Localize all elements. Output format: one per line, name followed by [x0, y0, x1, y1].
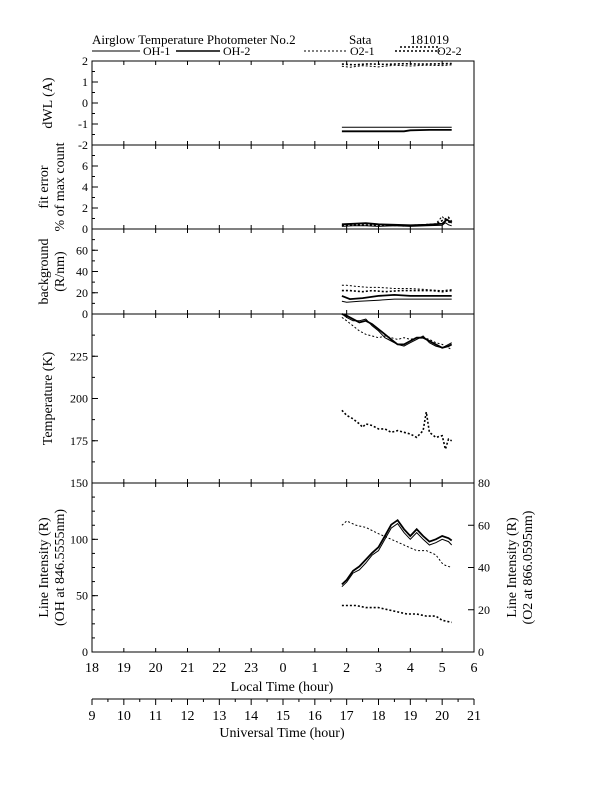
y-right-tick-label: 40	[478, 561, 490, 575]
panel-frame-line_intensity	[91, 482, 475, 653]
y-axis-label: Temperature (K)	[41, 351, 56, 445]
series-line-dwl-o2-2	[341, 62, 452, 66]
panel-frame-fit_error	[91, 144, 475, 230]
local-time-tick-label: 1	[311, 661, 318, 676]
local-time-tick-label: 4	[407, 661, 414, 676]
local-time-tick-label: 6	[471, 661, 478, 676]
legend-label-o2-2: O2-2	[437, 44, 462, 58]
series-line-temperature-oh-2	[341, 313, 453, 349]
chart-title: Airglow Temperature Photometer No.2	[92, 32, 296, 47]
ut-tick-label: 14	[244, 709, 258, 724]
y-tick-label: 40	[76, 265, 88, 279]
y-right-tick-label: 60	[478, 518, 490, 532]
series-line-dwl-oh-2	[341, 129, 452, 133]
panel-background: 60 40 20 0 background (R/nm)	[37, 228, 475, 321]
y-tick-label: 0	[82, 222, 88, 236]
legend-label-oh-2: OH-2	[223, 44, 250, 58]
y-tick-label: 1	[82, 75, 88, 89]
panel-temperature: 225 200 175 Temperature (K)	[41, 313, 475, 484]
series-line-line_intensity-o2-1	[341, 520, 452, 568]
series-line-fit_error-o2-2	[341, 216, 453, 227]
y-tick-label: 100	[70, 532, 88, 546]
y-tick-label: 150	[70, 476, 88, 490]
series-line-background-oh-1	[341, 298, 452, 303]
series-line-background-o2-2	[341, 289, 452, 293]
y-axis-label: (R/nm)	[53, 251, 68, 292]
y-axis-label: % of max count	[53, 142, 68, 231]
ut-tick-label: 12	[181, 709, 195, 724]
y-axis-label: dWL (A)	[41, 77, 56, 129]
universal-time-axis: 9 10 11 12 13 14 15 16 17 18 19 20 21	[89, 698, 481, 724]
y-tick-label: -2	[78, 138, 88, 152]
local-time-tick-label: 18	[85, 661, 99, 676]
ut-tick-label: 9	[89, 709, 96, 724]
y-tick-label: 20	[76, 286, 88, 300]
ut-tick-label: 10	[117, 709, 131, 724]
y-axis-label: (OH at 846.5555nm)	[53, 509, 68, 626]
local-time-label: Local Time (hour)	[231, 680, 334, 695]
series-line-line_intensity-oh-2	[341, 518, 453, 586]
ut-tick-label: 19	[403, 709, 417, 724]
panel-frame-background	[91, 228, 475, 315]
local-time-tick-label: 2	[343, 661, 350, 676]
y-tick-label: 200	[70, 392, 88, 406]
universal-time-label: Universal Time (hour)	[219, 726, 345, 741]
y-right-axis-label: Line Intensity (R)	[505, 517, 520, 618]
legend-label-oh-1: OH-1	[143, 44, 170, 58]
y-axis-label: background	[37, 238, 52, 304]
local-time-tick-label: 5	[439, 661, 446, 676]
local-time-tick-label: 22	[212, 661, 226, 676]
y-axis-label: Line Intensity (R)	[37, 517, 52, 618]
y-tick-label: 0	[82, 96, 88, 110]
series-line-line_intensity-oh-1	[341, 522, 453, 588]
y-tick-label: 60	[76, 243, 88, 257]
local-time-tick-label: 21	[181, 661, 195, 676]
local-time-axis: 18 19 20 21 22 23 0 1 2 3 4 5 6	[85, 661, 478, 676]
local-time-tick-label: 20	[149, 661, 163, 676]
ut-tick-label: 21	[467, 709, 481, 724]
legend: OH-1 OH-2 O2-1 O2-2	[92, 44, 462, 58]
series-line-background-oh-2	[341, 293, 452, 301]
local-time-tick-label: 3	[375, 661, 382, 676]
y-tick-label: 2	[82, 201, 88, 215]
panel-dwl: 2 1 0 -1 -2 dWL (A)	[41, 54, 475, 152]
ut-tick-label: 11	[149, 709, 162, 724]
local-time-tick-label: 19	[117, 661, 131, 676]
y-tick-label: 175	[70, 434, 88, 448]
y-tick-label: 225	[70, 349, 88, 363]
y-right-tick-label: 80	[478, 476, 490, 490]
ut-tick-label: 13	[212, 709, 226, 724]
date-label: 181019	[410, 32, 449, 47]
y-tick-label: 50	[76, 589, 88, 603]
panel-frame-dwl	[91, 60, 475, 146]
y-axis-label: fit error	[37, 165, 52, 208]
y-tick-label: 6	[82, 159, 88, 173]
ut-tick-label: 15	[276, 709, 290, 724]
series-line-temperature-o2-2	[341, 409, 453, 453]
local-time-tick-label: 0	[280, 661, 287, 676]
y-right-tick-label: 0	[478, 645, 484, 659]
ut-tick-label: 20	[435, 709, 449, 724]
y-tick-label: 2	[82, 54, 88, 68]
y-tick-label: 0	[82, 645, 88, 659]
series-line-background-o2-1	[341, 284, 452, 292]
y-tick-label: 0	[82, 307, 88, 321]
series-line-dwl-o2-1	[341, 64, 452, 68]
y-right-tick-label: 20	[478, 603, 490, 617]
series-line-line_intensity-o2-2	[341, 604, 452, 624]
y-right-axis-label: (O2 at 866.0595nm)	[521, 510, 536, 624]
ut-tick-label: 16	[308, 709, 322, 724]
legend-label-o2-1: O2-1	[350, 44, 375, 58]
ut-tick-label: 17	[340, 709, 354, 724]
ut-tick-label: 18	[372, 709, 386, 724]
site-name: Sata	[349, 32, 372, 47]
y-tick-label: -1	[78, 117, 88, 131]
local-time-tick-label: 23	[244, 661, 258, 676]
y-tick-label: 4	[82, 180, 88, 194]
panel-fit_error: 6 4 2 0 fit error% of max count	[37, 142, 475, 236]
